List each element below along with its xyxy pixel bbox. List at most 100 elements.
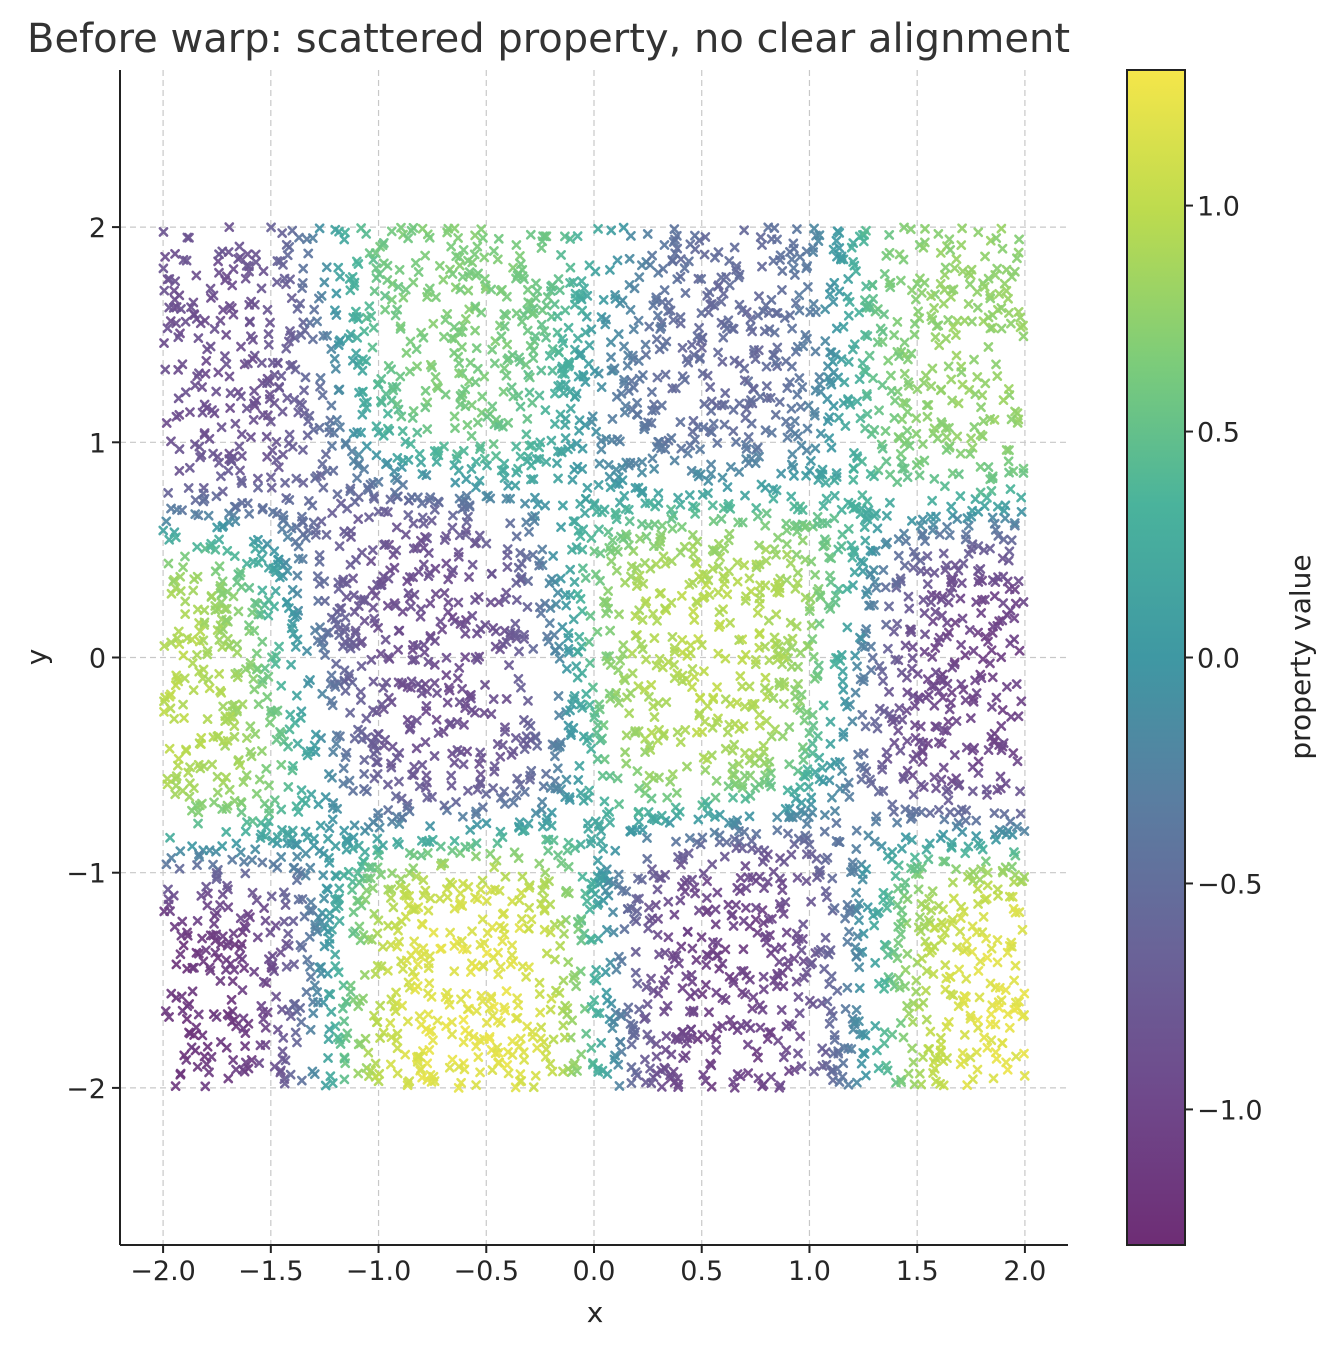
- data-point: [794, 290, 805, 301]
- data-point: [714, 830, 725, 841]
- data-point: [495, 961, 506, 972]
- data-point: [743, 1039, 753, 1050]
- data-point: [528, 643, 539, 654]
- data-point: [561, 774, 572, 785]
- data-point: [449, 836, 460, 846]
- data-point: [457, 271, 468, 282]
- data-point: [786, 849, 797, 860]
- data-point: [369, 286, 380, 297]
- data-point: [687, 664, 698, 674]
- data-point: [270, 586, 281, 596]
- data-point: [768, 255, 779, 266]
- data-point: [828, 296, 839, 307]
- data-point: [710, 252, 720, 263]
- data-point: [510, 480, 521, 491]
- data-point: [628, 324, 639, 335]
- data-point: [601, 987, 612, 998]
- data-point: [233, 606, 244, 617]
- data-point: [843, 523, 854, 534]
- data-point: [661, 1031, 672, 1041]
- data-point: [289, 959, 299, 970]
- data-point: [406, 601, 416, 612]
- data-point: [957, 1048, 968, 1059]
- data-point: [913, 884, 924, 895]
- data-point: [596, 382, 607, 392]
- data-point: [281, 961, 292, 972]
- data-point: [202, 900, 213, 911]
- data-point: [978, 416, 989, 427]
- data-point: [550, 419, 560, 429]
- data-point: [685, 239, 696, 250]
- data-point: [997, 1038, 1008, 1048]
- data-point: [711, 775, 722, 786]
- data-point: [603, 527, 614, 537]
- data-point: [580, 327, 591, 338]
- data-point: [708, 418, 719, 429]
- data-point: [810, 443, 821, 454]
- data-point: [874, 405, 884, 416]
- data-point: [487, 344, 498, 355]
- data-point: [649, 464, 660, 474]
- data-point: [537, 544, 548, 555]
- data-point: [856, 774, 867, 785]
- data-point: [471, 343, 482, 354]
- data-point: [423, 1009, 434, 1020]
- data-point: [695, 444, 705, 455]
- data-point: [989, 808, 1000, 818]
- data-point: [251, 648, 262, 659]
- data-point: [251, 895, 262, 906]
- data-point: [164, 274, 175, 284]
- data-point: [221, 955, 232, 965]
- data-point: [687, 530, 698, 540]
- data-point: [521, 429, 532, 440]
- data-point: [534, 989, 545, 999]
- data-point: [215, 976, 226, 986]
- data-point: [746, 418, 757, 429]
- data-point: [475, 769, 486, 780]
- data-point: [314, 550, 325, 561]
- data-point: [714, 963, 725, 974]
- data-point: [443, 574, 454, 585]
- data-point: [951, 716, 962, 726]
- data-point: [349, 733, 360, 744]
- data-point: [447, 269, 458, 279]
- data-point: [613, 329, 624, 339]
- data-point: [530, 1070, 541, 1081]
- data-point: [850, 650, 861, 661]
- data-point: [179, 1050, 190, 1061]
- data-point: [384, 653, 395, 664]
- data-point: [778, 1052, 789, 1063]
- data-point: [713, 648, 724, 659]
- data-point: [960, 695, 971, 706]
- data-point: [884, 497, 895, 508]
- data-point: [860, 535, 871, 546]
- data-point: [296, 785, 307, 796]
- data-point: [280, 477, 290, 488]
- data-point: [947, 468, 958, 479]
- data-point: [265, 472, 276, 483]
- data-point: [689, 615, 700, 625]
- data-point: [493, 597, 504, 608]
- data-point: [269, 795, 280, 806]
- data-point: [966, 264, 977, 275]
- data-point: [610, 845, 621, 856]
- data-point: [644, 902, 654, 913]
- data-point: [428, 1035, 438, 1046]
- data-point: [797, 382, 808, 393]
- data-point: [277, 406, 288, 417]
- data-point: [928, 969, 939, 979]
- data-point: [221, 827, 232, 837]
- data-point: [787, 361, 797, 372]
- data-point: [501, 370, 512, 381]
- data-point: [596, 312, 607, 322]
- data-point: [951, 350, 962, 361]
- data-point: [212, 787, 223, 798]
- data-point: [964, 625, 975, 635]
- data-point: [496, 331, 507, 342]
- data-point: [1004, 584, 1015, 594]
- data-point: [305, 862, 316, 873]
- data-point: [192, 650, 202, 660]
- data-point: [339, 825, 350, 836]
- data-point: [922, 411, 933, 422]
- data-point: [723, 535, 734, 546]
